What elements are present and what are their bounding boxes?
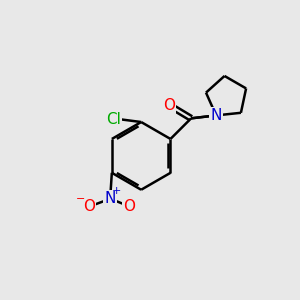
Text: N: N xyxy=(105,191,116,206)
Text: Cl: Cl xyxy=(106,112,121,127)
Text: O: O xyxy=(83,200,95,214)
Text: −: − xyxy=(76,194,85,204)
Text: +: + xyxy=(112,186,122,197)
Text: N: N xyxy=(210,108,222,123)
Text: O: O xyxy=(124,200,136,214)
Text: O: O xyxy=(163,98,175,112)
